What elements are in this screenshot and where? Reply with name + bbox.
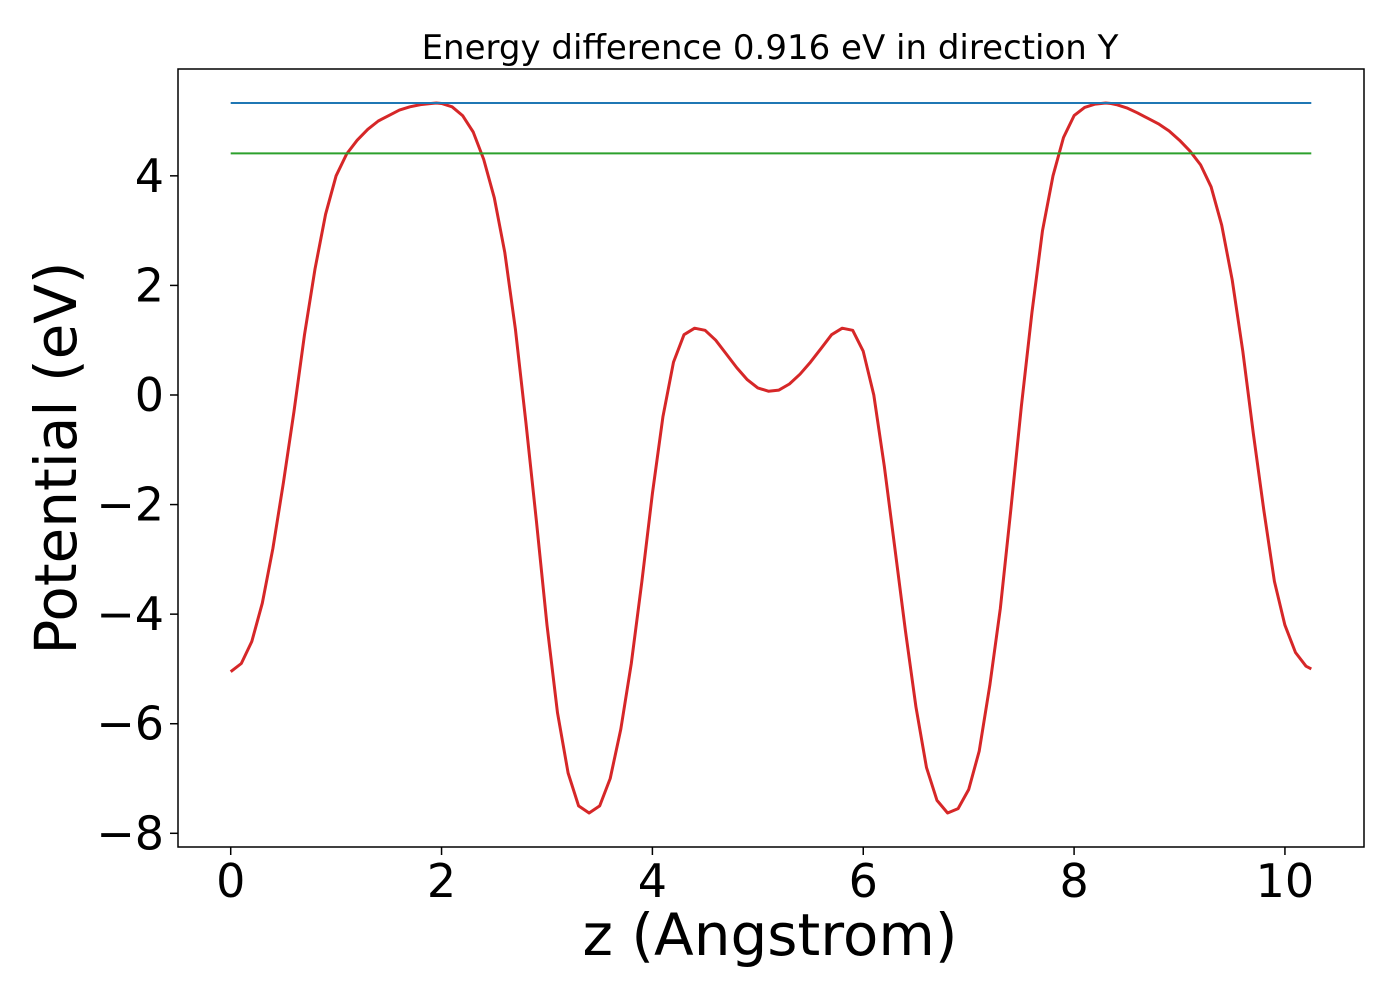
y-tick-label: 0 <box>135 368 164 422</box>
chart-title: Energy difference 0.916 eV in direction … <box>422 28 1119 68</box>
y-tick-label: 2 <box>135 258 164 312</box>
y-tick-label: −6 <box>96 697 164 751</box>
x-tick-label: 8 <box>1059 854 1088 908</box>
y-tick-label: 4 <box>135 149 164 203</box>
y-tick-label: −4 <box>96 587 164 641</box>
x-tick-label: 2 <box>427 854 456 908</box>
plot-frame <box>177 68 1365 848</box>
x-tick-label: 0 <box>216 854 245 908</box>
y-axis-label: Potential (eV) <box>22 261 90 654</box>
x-axis-ticks: 0 2 4 6 8 10 <box>216 847 1314 908</box>
x-tick-label: 10 <box>1256 854 1315 908</box>
series-layer <box>229 101 1312 815</box>
series-line-0 <box>229 101 1312 815</box>
y-axis-ticks: −8 −6 −4 −2 0 2 4 <box>96 149 178 860</box>
x-axis-label: z (Angstrom) <box>583 901 958 969</box>
y-tick-label: −2 <box>96 478 164 532</box>
x-tick-label: 6 <box>849 854 878 908</box>
y-tick-label: −8 <box>96 806 164 860</box>
x-tick-label: 4 <box>638 854 667 908</box>
